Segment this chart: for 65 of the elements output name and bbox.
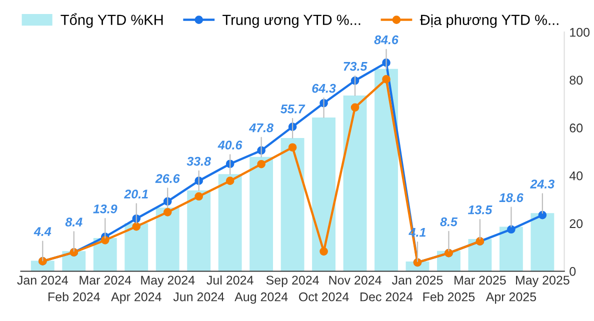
- data-label: 8.4: [65, 218, 82, 226]
- point: [288, 143, 297, 152]
- y-tick-label: 0: [570, 267, 576, 276]
- x-tick-label: Jan 2024: [17, 276, 68, 285]
- data-label: 24.3: [530, 180, 554, 188]
- point: [507, 225, 516, 234]
- data-label: 84.6: [374, 35, 398, 44]
- bar: [250, 156, 274, 272]
- data-label: 26.6: [155, 174, 180, 183]
- legend-label: Trung ương YTD %...: [222, 14, 360, 28]
- data-label: 64.3: [312, 84, 336, 93]
- x-tick-label: Apr 2024: [111, 292, 162, 304]
- legend-label: Tổng YTD %KH: [60, 13, 163, 28]
- bar: [156, 208, 180, 272]
- bar: [530, 213, 554, 272]
- bar: [374, 68, 398, 272]
- data-label: 47.8: [248, 123, 274, 132]
- bar: [312, 117, 336, 272]
- bar: [124, 223, 148, 272]
- x-tick-label: Oct 2024: [299, 292, 349, 302]
- data-label: 40.6: [218, 140, 242, 150]
- x-tick-label: May 2024: [141, 276, 195, 288]
- bar: [218, 174, 242, 272]
- point: [257, 160, 266, 168]
- bar: [343, 95, 367, 272]
- x-tick-label: May 2025: [516, 276, 570, 288]
- data-label: 33.8: [186, 156, 211, 166]
- x-tick-label: Jul 2024: [206, 275, 254, 285]
- point: [350, 103, 360, 112]
- data-label: 13.5: [468, 205, 492, 214]
- point: [382, 75, 390, 84]
- y-tick-label: 40: [569, 171, 583, 180]
- x-tick-label: Mar 2024: [80, 276, 132, 285]
- point: [163, 208, 172, 216]
- data-label: 55.7: [280, 104, 306, 114]
- x-tick-label: Nov 2024: [329, 276, 382, 285]
- bar: [187, 190, 211, 272]
- y-tick-label: 80: [570, 76, 583, 85]
- y-tick-label: 60: [570, 124, 583, 132]
- y-tick-label: 20: [570, 219, 583, 228]
- y-tick-label: 100: [570, 28, 590, 37]
- data-label: 8.5: [440, 217, 458, 226]
- data-label: 4.4: [34, 227, 52, 236]
- x-tick-label: Jan 2025: [392, 276, 443, 285]
- legend-label: Địa phương YTD %...: [420, 14, 558, 28]
- x-tick-label: Mar 2025: [454, 276, 506, 285]
- x-tick-label: Feb 2025: [423, 292, 475, 302]
- data-label: 73.5: [344, 62, 368, 71]
- point: [320, 247, 328, 256]
- point: [132, 222, 141, 231]
- x-tick-label: Dec 2024: [360, 292, 413, 302]
- x-tick-label: Aug 2024: [234, 292, 288, 304]
- x-tick-label: Feb 2024: [48, 292, 100, 302]
- point: [226, 176, 234, 186]
- bar: [280, 138, 304, 272]
- data-label: 13.9: [93, 204, 118, 214]
- bar: [499, 226, 523, 272]
- point: [194, 192, 204, 201]
- data-label: 18.6: [499, 193, 524, 202]
- x-tick-label: Sep 2024: [266, 276, 319, 288]
- data-label: 20.1: [124, 190, 148, 198]
- point: [538, 210, 547, 220]
- x-tick-label: Apr 2025: [486, 292, 536, 304]
- x-tick-label: Jun 2024: [173, 292, 224, 302]
- point: [100, 236, 110, 244]
